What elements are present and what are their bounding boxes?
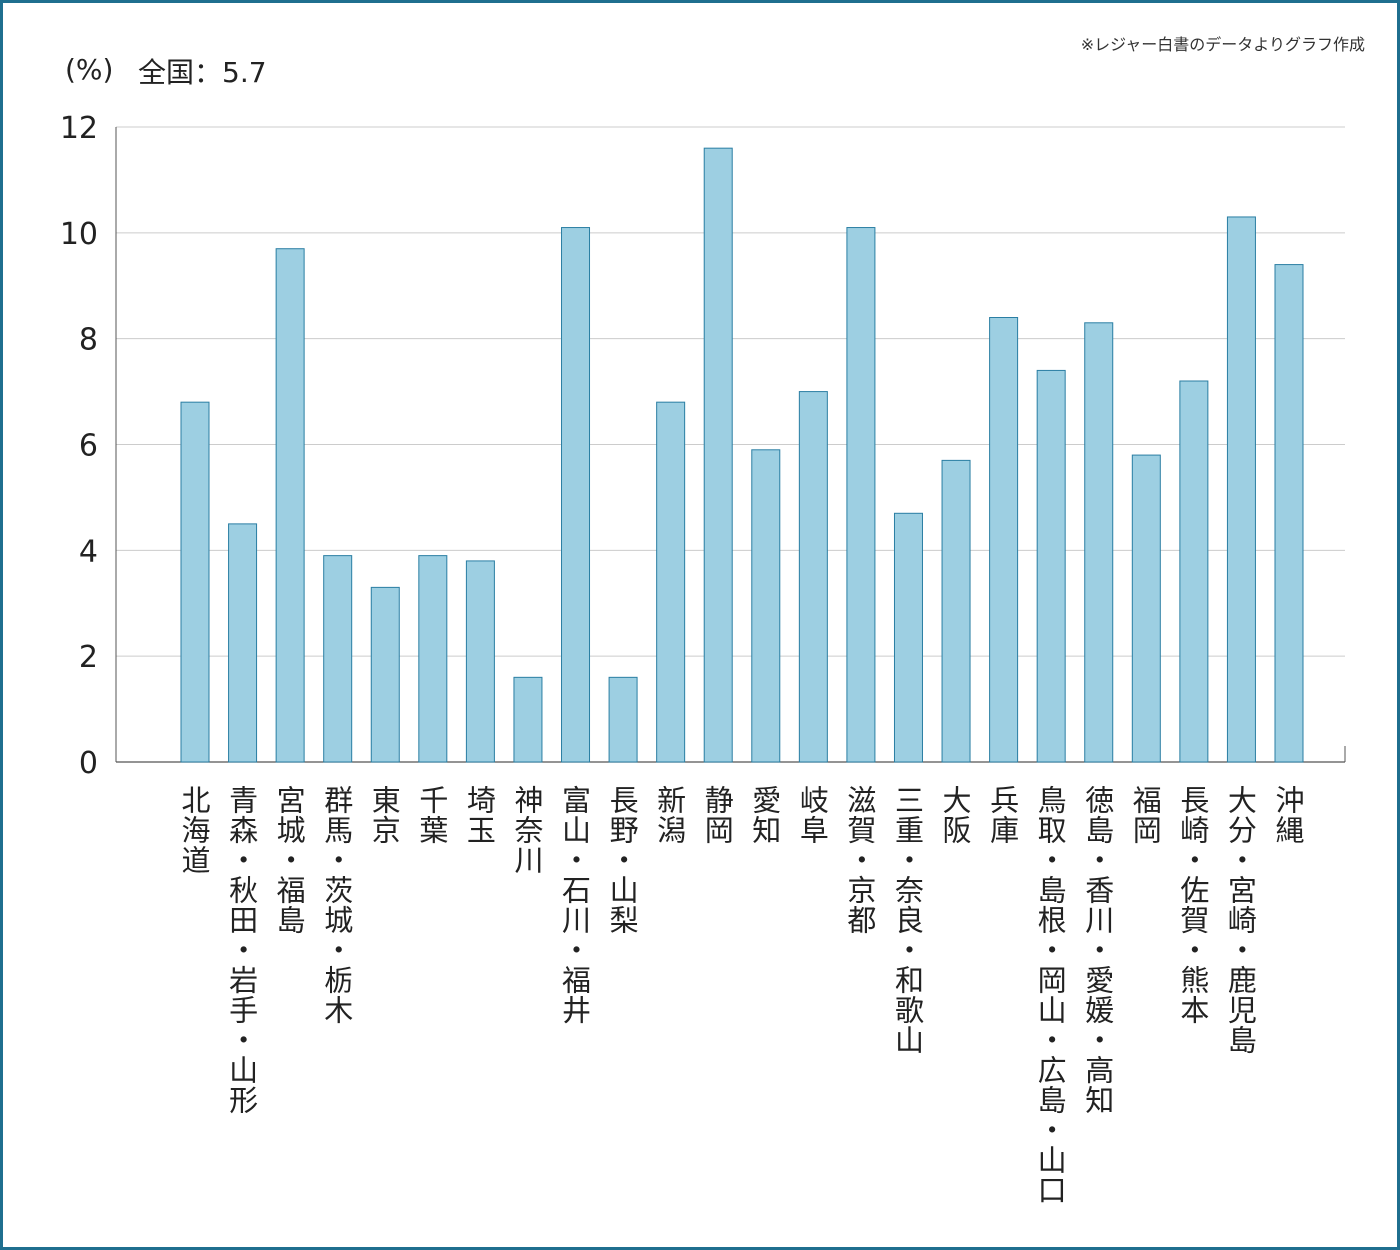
bar — [275, 248, 305, 763]
bar — [180, 401, 210, 763]
bar — [1226, 216, 1256, 763]
x-tick-label: 富山・石川・福井 — [557, 785, 592, 1025]
bar — [1274, 264, 1304, 763]
bar — [941, 459, 971, 763]
bar — [323, 555, 353, 763]
x-tick-label: 北海道 — [177, 785, 211, 875]
x-tick-label: 宮城・福島 — [272, 785, 307, 935]
y-axis-unit: (%) — [65, 53, 114, 86]
y-tick-label: 0 — [79, 746, 98, 781]
y-tick-label: 10 — [60, 217, 98, 252]
bar — [1179, 380, 1209, 763]
bar — [370, 586, 400, 763]
x-tick-label: 滋賀・京都 — [842, 785, 877, 935]
bar — [228, 523, 258, 763]
x-tick-label: 三重・奈良・和歌山 — [890, 785, 925, 1055]
bar — [513, 676, 543, 763]
bar — [561, 227, 591, 763]
x-tick-label: 千葉 — [414, 785, 449, 845]
bar — [989, 317, 1019, 763]
x-tick-label: 大阪 — [938, 785, 973, 845]
x-tick-label: 徳島・香川・愛媛・高知 — [1080, 785, 1115, 1115]
x-tick-label: 愛知 — [747, 785, 782, 845]
x-tick-label: 岐阜 — [795, 785, 830, 845]
bar — [465, 560, 495, 763]
x-tick-label: 静岡 — [700, 785, 735, 845]
y-tick-label: 4 — [79, 534, 98, 569]
bar — [1084, 322, 1114, 763]
x-tick-label: 青森・秋田・岩手・山形 — [224, 785, 259, 1115]
bar-chart: 0 2 4 6 8 10 12 — [60, 111, 1346, 781]
bar — [1036, 369, 1066, 763]
source-note: ※レジャー白書のデータよりグラフ作成 — [1080, 35, 1365, 54]
bar — [1131, 454, 1161, 763]
x-tick-label: 新潟 — [652, 785, 687, 845]
x-tick-label: 東京 — [367, 785, 402, 845]
y-tick-label: 2 — [79, 640, 98, 675]
x-tick-label: 長野・山梨 — [605, 785, 640, 935]
x-tick-label: 鳥取・島根・岡山・広島・山口 — [1033, 785, 1068, 1205]
bar — [608, 676, 638, 763]
y-tick-label: 6 — [79, 429, 98, 464]
bar — [893, 512, 923, 763]
x-tick-label: 群馬・茨城・栃木 — [319, 785, 354, 1025]
bar — [798, 391, 828, 763]
x-tick-label: 福岡 — [1128, 785, 1163, 845]
x-tick-label: 大分・宮崎・鹿児島 — [1223, 785, 1258, 1055]
bar — [846, 227, 876, 763]
x-tick-label: 長崎・佐賀・熊本 — [1175, 785, 1210, 1025]
y-tick-label: 8 — [79, 323, 98, 358]
bar — [751, 449, 781, 763]
x-tick-label: 埼玉 — [462, 785, 497, 845]
x-tick-label: 沖縄 — [1271, 785, 1305, 845]
x-tick-label: 神奈川 — [509, 785, 544, 875]
bar — [703, 147, 733, 763]
x-tick-label: 兵庫 — [985, 785, 1020, 845]
national-average-label: 全国：5.7 — [138, 56, 267, 89]
bar — [418, 555, 448, 763]
y-tick-label: 12 — [60, 111, 98, 146]
bar — [656, 401, 686, 763]
